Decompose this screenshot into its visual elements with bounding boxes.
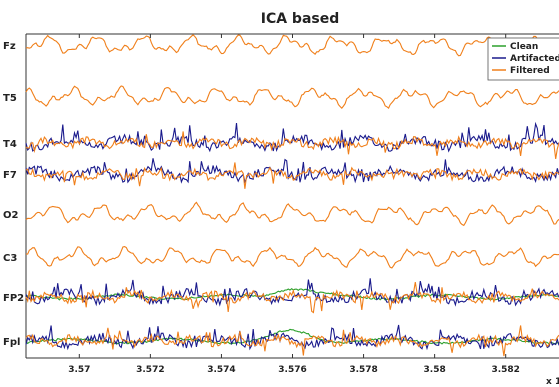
x-tick-label: 3.57 — [68, 365, 90, 375]
trace-fz-filtered — [25, 34, 559, 57]
legend-label-clean: Clean — [510, 42, 538, 52]
trace-fp2-filtered — [25, 282, 559, 314]
legend-box — [487, 37, 559, 81]
channel-label-o2: O2 — [3, 210, 19, 221]
chart-title: ICA based — [261, 11, 340, 27]
trace-f7-artifacted — [25, 158, 559, 184]
legend-label-filtered: Filtered — [510, 66, 550, 76]
trace-fpl-clean — [25, 328, 559, 345]
channel-label-t5: T5 — [3, 93, 17, 104]
trace-t4-filtered — [25, 131, 559, 159]
trace-c3-filtered — [25, 246, 559, 269]
legend-label-artifacted: Artifacted — [510, 54, 559, 64]
x-tick-label: 3.582 — [491, 365, 519, 375]
channel-label-c3: C3 — [3, 253, 17, 264]
trace-fpl-filtered — [25, 325, 559, 357]
x-axis-multiplier: x 10 — [546, 377, 559, 387]
trace-t4-artifacted — [25, 121, 559, 153]
trace-t5-filtered — [25, 85, 559, 110]
x-tick-label: 3.58 — [424, 365, 446, 375]
channel-label-t4: T4 — [3, 139, 17, 150]
trace-fpl-artifacted — [25, 324, 559, 351]
x-tick-label: 3.574 — [207, 365, 235, 375]
x-tick-label: 3.578 — [349, 365, 377, 375]
trace-fp2-artifacted — [25, 278, 559, 307]
x-tick-label: 3.576 — [278, 365, 306, 375]
chart-legend: Clean Artifacted Filtered — [487, 37, 559, 81]
channel-label-fz: Fz — [3, 41, 16, 52]
trace-f7-filtered — [25, 162, 559, 189]
channel-label-f7: F7 — [3, 170, 17, 181]
trace-o2-filtered — [25, 201, 559, 227]
channel-label-fpl: Fpl — [3, 337, 20, 348]
x-tick-label: 3.572 — [136, 365, 164, 375]
channel-label-fp2: FP2 — [3, 293, 24, 304]
